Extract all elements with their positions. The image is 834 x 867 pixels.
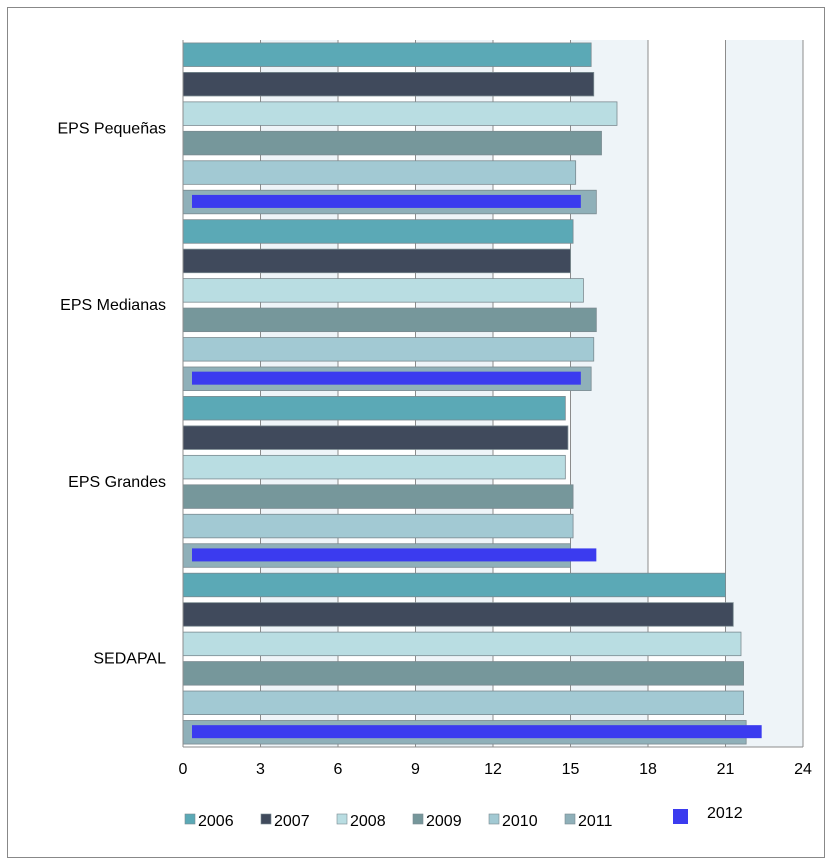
bar-sedapal-2007 [182,602,734,627]
legend-label-2008: 2008 [350,813,386,830]
bar-eps-pequenas-2012 [192,194,581,208]
bar-sedapal-2008 [182,631,742,657]
legend-swatch-2008 [336,813,348,825]
x-tick-label: 12 [484,761,502,778]
bar-eps-medianas-2009 [182,307,597,333]
chart: EPS Pequeñas EPS Medianas EPS Grandes SEDAP… [57,40,812,830]
category-label-eps-medianas: EPS Medianas [60,297,166,314]
legend-swatch-2009 [412,813,424,825]
bar-eps-grandes-2006 [182,396,566,421]
bar-sedapal-2012 [192,725,762,739]
x-tick-label: 24 [794,761,812,778]
plot-band [570,40,648,747]
x-tick-label: 9 [411,761,420,778]
x-tick-label: 3 [256,761,265,778]
chart-frame: EPS Pequeñas EPS Medianas EPS Grandes SEDAP… [7,7,825,858]
x-tick-label: 21 [717,761,735,778]
x-tick-label: 18 [639,761,657,778]
legend-swatch-2011 [564,813,576,825]
legend-label-2007: 2007 [274,813,310,830]
legend-label-2011: 2011 [578,813,613,830]
bar-eps-medianas-2006 [182,219,574,244]
plot-band [260,40,338,747]
category-label-eps-grandes: EPS Grandes [68,474,166,491]
plot-band [415,40,493,747]
legend-label-2010: 2010 [502,813,538,830]
legend-swatch-2006 [184,813,196,825]
plot-band [725,40,803,747]
x-tick-label: 0 [179,761,188,778]
legend-swatch-2010 [488,813,500,825]
category-label-sedapal: SEDAPAL [93,651,166,668]
bar-eps-grandes-2012 [192,548,597,562]
bar-eps-pequenas-2008 [182,101,618,126]
legend-label-2012: 2012 [707,805,743,822]
bar-eps-grandes-2010 [182,513,574,539]
legend-label-2009: 2009 [426,813,462,830]
bar-eps-medianas-2010 [182,337,595,362]
category-label-eps-pequenas: EPS Pequeñas [57,120,166,137]
bar-sedapal-2010 [182,690,744,715]
legend-label-2006: 2006 [198,813,234,830]
x-tick-label: 6 [334,761,343,778]
legend-swatch-2012 [673,809,688,824]
x-tick-label: 15 [562,761,580,778]
bar-eps-pequenas-2007 [182,72,595,97]
bar-eps-medianas-2007 [182,248,571,274]
bar-eps-grandes-2007 [182,425,569,450]
bar-eps-pequenas-2010 [182,160,577,185]
bar-eps-grandes-2009 [182,484,574,509]
bar-eps-pequenas-2009 [182,130,602,156]
bar-eps-medianas-2012 [192,371,581,385]
bar-eps-pequenas-2006 [182,42,592,67]
bar-eps-medianas-2008 [182,278,584,303]
bar-eps-grandes-2008 [182,454,566,480]
bar-sedapal-2006 [182,572,726,598]
bar-sedapal-2009 [182,661,744,686]
legend-swatch-2007 [260,813,272,825]
